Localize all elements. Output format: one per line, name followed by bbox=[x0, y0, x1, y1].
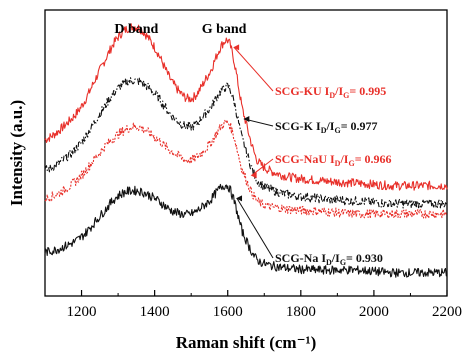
x-tick-label: 2200 bbox=[432, 304, 462, 320]
series-annotation-scg-na: SCG-Na ID/IG= 0.930 bbox=[275, 251, 383, 267]
x-axis-title: Raman shift (cm⁻¹) bbox=[176, 333, 317, 352]
leader-line bbox=[251, 158, 274, 176]
x-tick-label: 1400 bbox=[140, 304, 170, 320]
leader-line bbox=[233, 47, 274, 92]
x-tick-label: 1200 bbox=[67, 304, 97, 320]
series-annotation-scg-nau: SCG-NaU ID/IG= 0.966 bbox=[275, 152, 392, 168]
leader-arrowhead bbox=[236, 195, 243, 202]
x-tick-label: 1600 bbox=[213, 304, 243, 320]
axes bbox=[44, 9, 448, 297]
band-label: G band bbox=[202, 22, 247, 37]
x-ticks: 1200 1400 1600 1800 2000 2200 bbox=[44, 290, 462, 320]
band-label: D band bbox=[114, 22, 158, 37]
annotations: D band G band SCG-KU ID/IG= 0.995 SCG-K ID/… bbox=[114, 22, 391, 267]
series-layer bbox=[44, 23, 448, 278]
series-line-scg-na bbox=[44, 183, 448, 278]
leader-arrowhead bbox=[233, 44, 240, 51]
series-line-scg-ku bbox=[44, 23, 448, 191]
leader-line bbox=[236, 198, 274, 259]
series-annotation-scg-k: SCG-K ID/IG= 0.977 bbox=[275, 119, 378, 135]
leader-arrowhead bbox=[250, 172, 257, 179]
y-axis-title: Intensity (a.u.) bbox=[7, 100, 26, 206]
series-line-scg-nau bbox=[44, 119, 448, 219]
leader-arrowhead bbox=[243, 116, 250, 123]
series-line-scg-k bbox=[44, 77, 448, 209]
series-annotation-scg-ku: SCG-KU ID/IG= 0.995 bbox=[275, 84, 386, 100]
x-tick-label: 2000 bbox=[359, 304, 389, 320]
x-tick-label: 1800 bbox=[286, 304, 316, 320]
plot-frame bbox=[44, 9, 448, 297]
